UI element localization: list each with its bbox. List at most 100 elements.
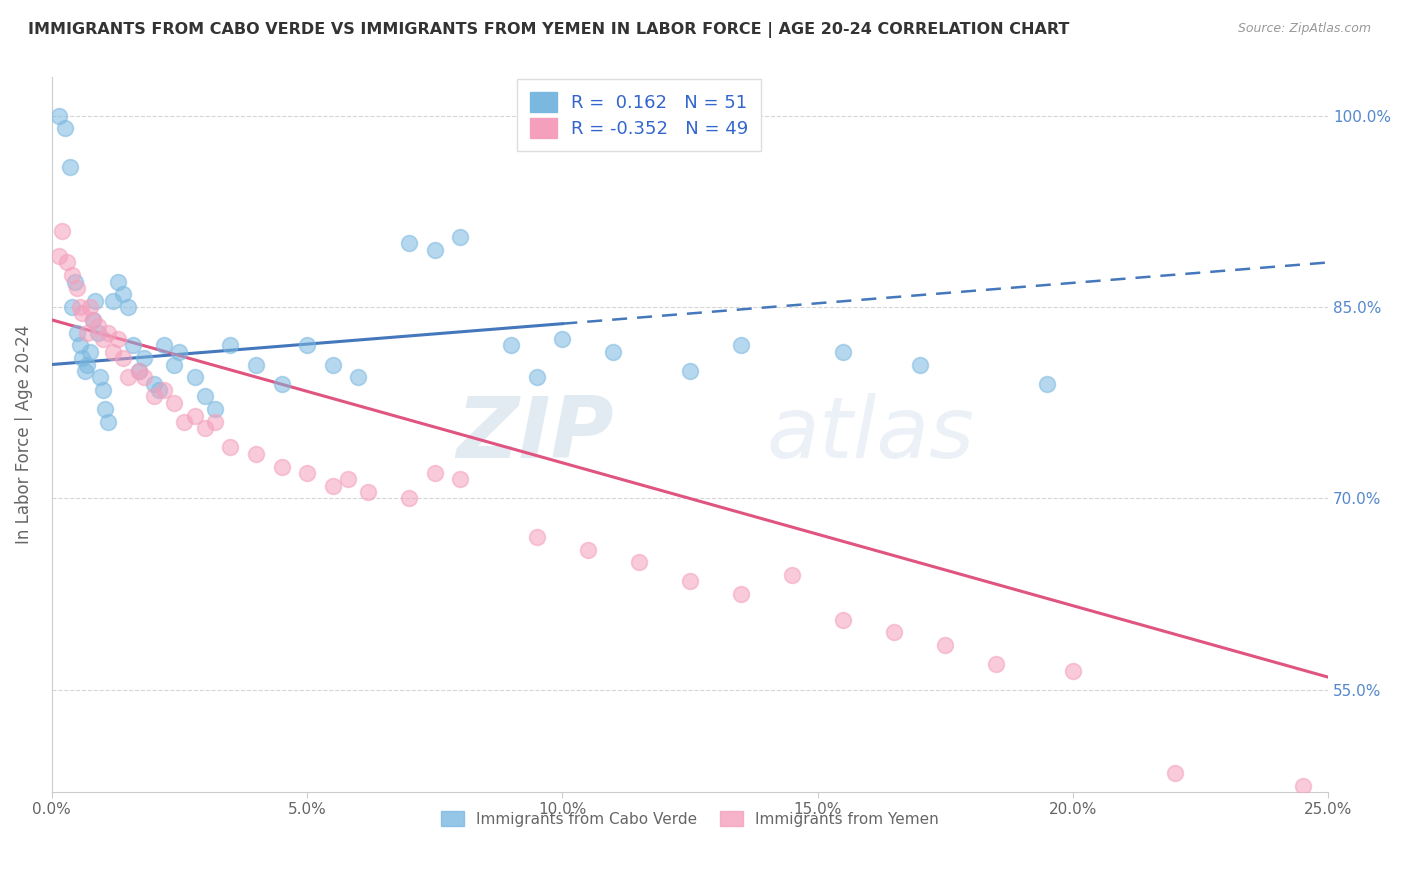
Point <box>117 370 139 384</box>
Point <box>94 402 117 417</box>
Point <box>56 255 79 269</box>
Point <box>153 338 176 352</box>
Point <box>76 358 98 372</box>
Point <box>142 389 165 403</box>
Point <box>1164 765 1187 780</box>
Point <box>173 415 195 429</box>
Point <box>398 491 420 506</box>
Point <box>602 344 624 359</box>
Point <box>336 472 359 486</box>
Point <box>1062 664 1084 678</box>
Point <box>48 109 70 123</box>
Point <box>82 313 104 327</box>
Point <box>204 402 226 417</box>
Point <box>986 657 1008 672</box>
Point <box>132 351 155 366</box>
Point <box>76 326 98 340</box>
Text: Source: ZipAtlas.com: Source: ZipAtlas.com <box>1237 22 1371 36</box>
Point <box>357 485 380 500</box>
Point <box>82 313 104 327</box>
Point <box>322 479 344 493</box>
Point <box>128 364 150 378</box>
Point <box>128 364 150 378</box>
Point <box>60 300 83 314</box>
Point <box>63 275 86 289</box>
Point <box>101 344 124 359</box>
Point <box>526 370 548 384</box>
Point <box>112 351 135 366</box>
Point <box>219 338 242 352</box>
Text: ZIP: ZIP <box>456 393 613 476</box>
Point <box>107 275 129 289</box>
Point <box>84 293 107 308</box>
Point <box>53 121 76 136</box>
Point <box>163 358 186 372</box>
Point <box>48 249 70 263</box>
Point <box>72 351 94 366</box>
Legend: Immigrants from Cabo Verde, Immigrants from Yemen: Immigrants from Cabo Verde, Immigrants f… <box>433 803 946 834</box>
Point <box>883 625 905 640</box>
Point <box>204 415 226 429</box>
Point <box>730 587 752 601</box>
Point <box>66 326 89 340</box>
Point <box>1291 779 1313 793</box>
Point <box>501 338 523 352</box>
Point <box>322 358 344 372</box>
Point <box>270 459 292 474</box>
Point <box>576 542 599 557</box>
Point <box>780 568 803 582</box>
Point <box>148 383 170 397</box>
Y-axis label: In Labor Force | Age 20-24: In Labor Force | Age 20-24 <box>15 325 32 544</box>
Point <box>1036 376 1059 391</box>
Point <box>86 326 108 340</box>
Point <box>398 236 420 251</box>
Point <box>423 466 446 480</box>
Point <box>183 409 205 423</box>
Point <box>183 370 205 384</box>
Point <box>79 300 101 314</box>
Text: IMMIGRANTS FROM CABO VERDE VS IMMIGRANTS FROM YEMEN IN LABOR FORCE | AGE 20-24 C: IMMIGRANTS FROM CABO VERDE VS IMMIGRANTS… <box>28 22 1070 38</box>
Point <box>60 268 83 283</box>
Point <box>730 338 752 352</box>
Point <box>153 383 176 397</box>
Point <box>107 332 129 346</box>
Point <box>449 472 471 486</box>
Point <box>347 370 370 384</box>
Point <box>245 358 267 372</box>
Point <box>97 415 120 429</box>
Point <box>245 447 267 461</box>
Point <box>832 344 855 359</box>
Point <box>832 613 855 627</box>
Point <box>69 300 91 314</box>
Point <box>526 530 548 544</box>
Point <box>112 287 135 301</box>
Point <box>219 441 242 455</box>
Point <box>679 364 702 378</box>
Point <box>97 326 120 340</box>
Point <box>86 319 108 334</box>
Point <box>73 364 96 378</box>
Point <box>934 638 956 652</box>
Text: atlas: atlas <box>766 393 974 476</box>
Point <box>295 338 318 352</box>
Point <box>59 160 82 174</box>
Point <box>122 338 145 352</box>
Point <box>69 338 91 352</box>
Point <box>163 396 186 410</box>
Point <box>270 376 292 391</box>
Point <box>66 281 89 295</box>
Point <box>449 230 471 244</box>
Point <box>51 223 73 237</box>
Point <box>117 300 139 314</box>
Point <box>194 389 217 403</box>
Point <box>679 574 702 589</box>
Point <box>423 243 446 257</box>
Point <box>89 370 111 384</box>
Point <box>101 293 124 308</box>
Point <box>142 376 165 391</box>
Point <box>132 370 155 384</box>
Point <box>169 344 191 359</box>
Point <box>295 466 318 480</box>
Point <box>72 306 94 320</box>
Point <box>91 332 114 346</box>
